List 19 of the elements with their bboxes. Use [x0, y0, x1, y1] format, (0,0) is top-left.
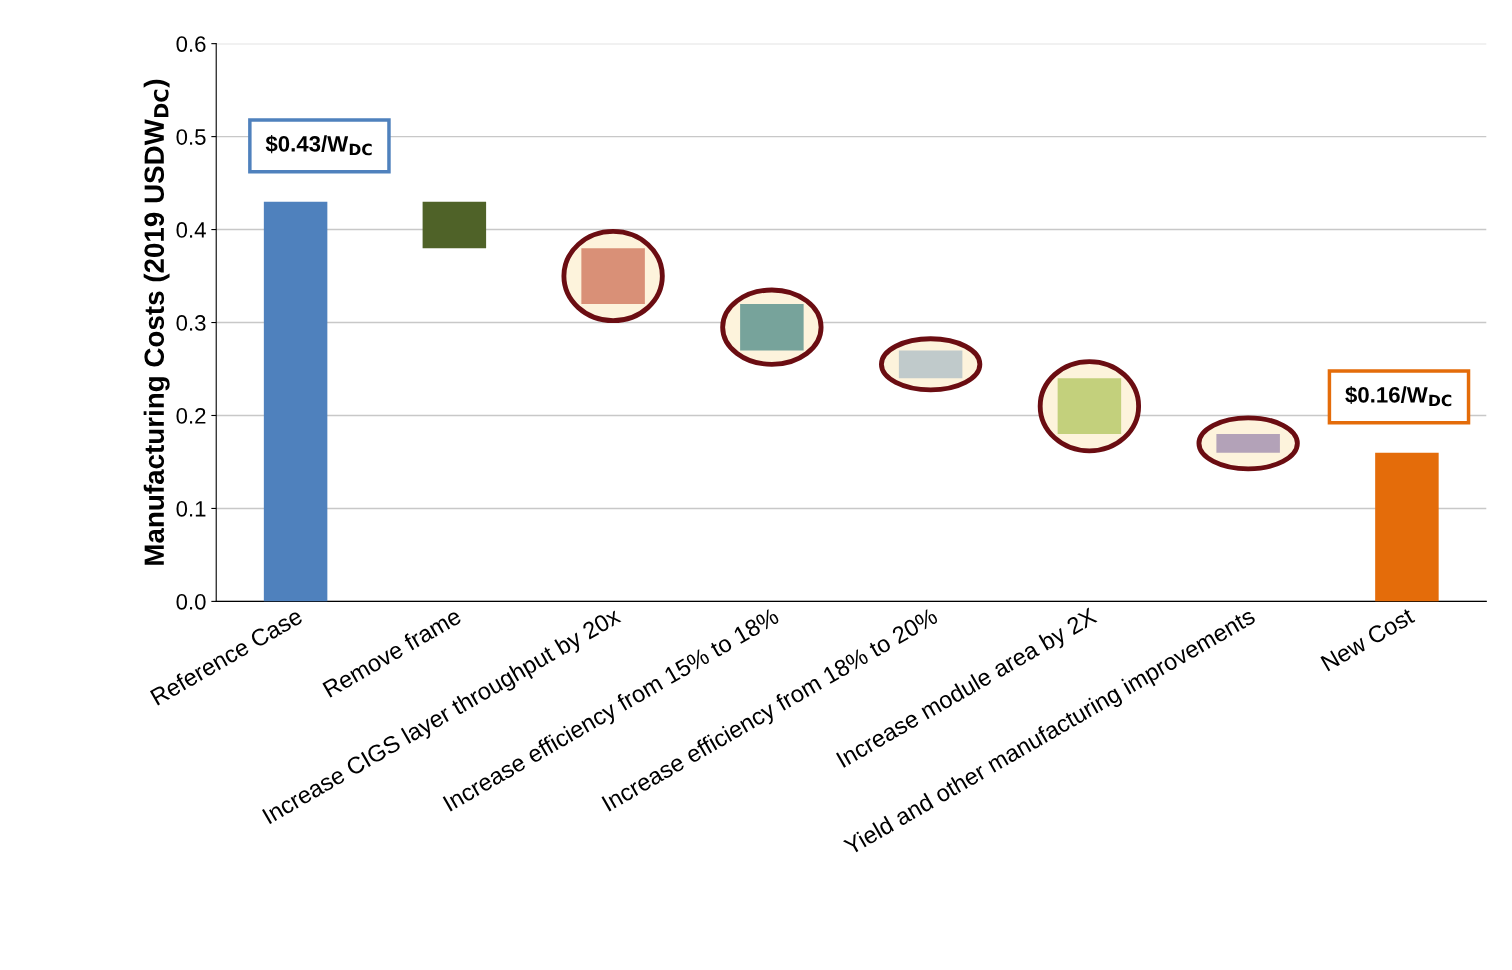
- bar: [263, 201, 328, 602]
- y-tick-label: 0.0: [176, 593, 206, 610]
- bar: [422, 201, 487, 249]
- y-axis-title: Manufacturing Costs (2019 USDW$_{DC}$): [143, 79, 170, 565]
- bar: [898, 350, 963, 379]
- y-tick-label: 0.3: [176, 315, 206, 331]
- data-label: $0.16/W$_{DC}$: [1345, 385, 1452, 407]
- y-tick-label: 0.4: [176, 222, 206, 238]
- data-label: $0.43/W$_{DC}$: [265, 134, 372, 156]
- y-tick-label: 0.1: [176, 500, 206, 517]
- bar: [581, 248, 645, 304]
- bar: [1216, 434, 1280, 453]
- y-tick-label: 0.2: [176, 408, 206, 424]
- bar: [740, 303, 804, 351]
- bar: [1057, 378, 1122, 435]
- y-tick-label: 0.6: [176, 36, 206, 52]
- bar: [1375, 452, 1439, 602]
- x-tick-label: New Cost: [1320, 606, 1416, 672]
- y-tick-label: 0.5: [176, 129, 206, 145]
